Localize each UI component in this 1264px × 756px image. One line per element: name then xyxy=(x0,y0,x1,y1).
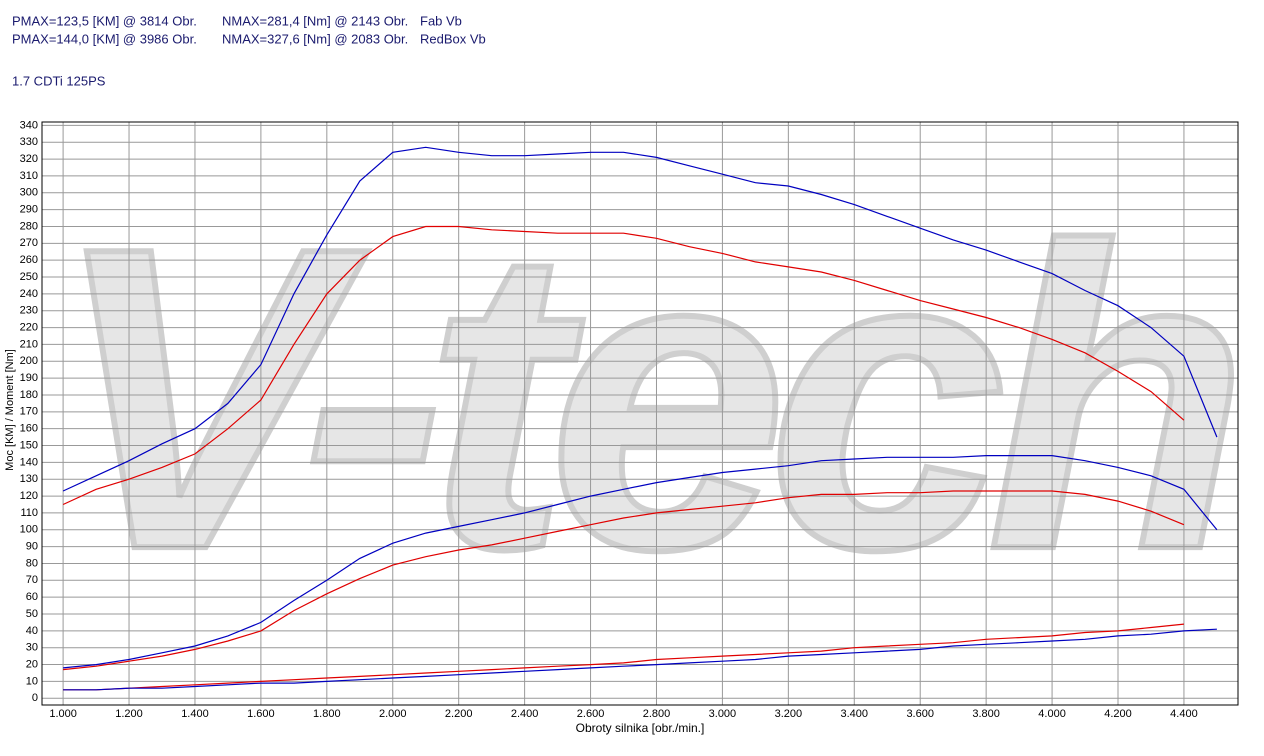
y-tick-label: 60 xyxy=(26,591,38,603)
y-tick-label: 300 xyxy=(20,187,38,199)
pmax-text: PMAX=123,5 [KM] @ 3814 Obr. xyxy=(12,13,197,28)
y-tick-label: 340 xyxy=(20,119,38,131)
y-tick-label: 90 xyxy=(26,541,38,553)
y-tick-label: 280 xyxy=(20,220,38,232)
y-tick-label: 170 xyxy=(20,406,38,418)
power-line xyxy=(63,490,1185,671)
legend-entry: Fab Vb xyxy=(420,13,462,28)
y-tick-label: 140 xyxy=(20,456,38,468)
x-tick-label: 1.600 xyxy=(247,708,275,720)
nmax-text: NMAX=281,4 [Nm] @ 2143 Obr. xyxy=(222,13,408,28)
x-tick-label: 2.600 xyxy=(577,708,605,720)
y-tick-label: 40 xyxy=(26,625,38,637)
y-tick-label: 50 xyxy=(26,608,38,620)
x-tick-label: 3.600 xyxy=(906,708,934,720)
subtitle: 1.7 CDTi 125PS xyxy=(12,73,106,88)
nmax-text: NMAX=327,6 [Nm] @ 2083 Obr. xyxy=(222,31,408,46)
y-tick-label: 230 xyxy=(20,305,38,317)
y-tick-label: 220 xyxy=(20,321,38,333)
x-tick-label: 3.200 xyxy=(775,708,803,720)
x-tick-label: 2.400 xyxy=(511,708,539,720)
y-tick-label: 80 xyxy=(26,557,38,569)
x-tick-label: 1.000 xyxy=(49,708,77,720)
loss-line xyxy=(63,623,1184,691)
x-tick-label: 2.200 xyxy=(445,708,473,720)
watermark: V-tech xyxy=(51,159,1235,639)
y-tick-label: 200 xyxy=(20,355,38,367)
x-tick-label: 3.000 xyxy=(709,708,737,720)
y-tick-label: 330 xyxy=(20,136,38,148)
torque-line xyxy=(62,225,1185,506)
x-tick-label: 3.400 xyxy=(841,708,869,720)
y-tick-label: 310 xyxy=(20,170,38,182)
y-tick-label: 180 xyxy=(20,389,38,401)
y-tick-label: 250 xyxy=(20,271,38,283)
x-tick-label: 4.000 xyxy=(1038,708,1066,720)
y-tick-label: 210 xyxy=(20,338,38,350)
y-tick-label: 240 xyxy=(20,288,38,300)
x-tick-label: 1.200 xyxy=(115,708,143,720)
power-line xyxy=(63,455,1218,669)
torque-line xyxy=(62,146,1218,492)
y-tick-label: 130 xyxy=(20,473,38,485)
y-tick-label: 260 xyxy=(20,254,38,266)
plot-border xyxy=(41,121,1239,706)
y-tick-label: 150 xyxy=(20,439,38,451)
y-axis-label: Moc [KM] / Moment [Nm] xyxy=(4,349,16,471)
loss-line xyxy=(63,628,1217,691)
x-tick-label: 1.800 xyxy=(313,708,341,720)
y-tick-label: 190 xyxy=(20,372,38,384)
y-tick-label: 320 xyxy=(20,153,38,165)
y-tick-label: 160 xyxy=(20,423,38,435)
y-tick-label: 20 xyxy=(26,658,38,670)
y-tick-label: 100 xyxy=(20,524,38,536)
y-tick-label: 270 xyxy=(20,237,38,249)
x-axis-label: Obroty silnika [obr./min.] xyxy=(576,721,705,735)
plot-area xyxy=(42,122,1238,705)
y-tick-label: 70 xyxy=(26,574,38,586)
y-tick-label: 10 xyxy=(26,675,38,687)
x-tick-label: 4.200 xyxy=(1104,708,1132,720)
y-tick-label: 120 xyxy=(20,490,38,502)
pmax-text: PMAX=144,0 [KM] @ 3986 Obr. xyxy=(12,31,197,46)
y-tick-label: 0 xyxy=(32,692,38,704)
legend-entry: RedBox Vb xyxy=(420,31,486,46)
x-tick-label: 2.000 xyxy=(379,708,407,720)
x-tick-label: 2.800 xyxy=(643,708,671,720)
y-tick-label: 30 xyxy=(26,642,38,654)
x-tick-label: 3.800 xyxy=(972,708,1000,720)
y-tick-label: 110 xyxy=(20,507,38,519)
x-tick-label: 1.400 xyxy=(181,708,209,720)
y-tick-label: 290 xyxy=(20,204,38,216)
x-tick-label: 4.400 xyxy=(1170,708,1198,720)
